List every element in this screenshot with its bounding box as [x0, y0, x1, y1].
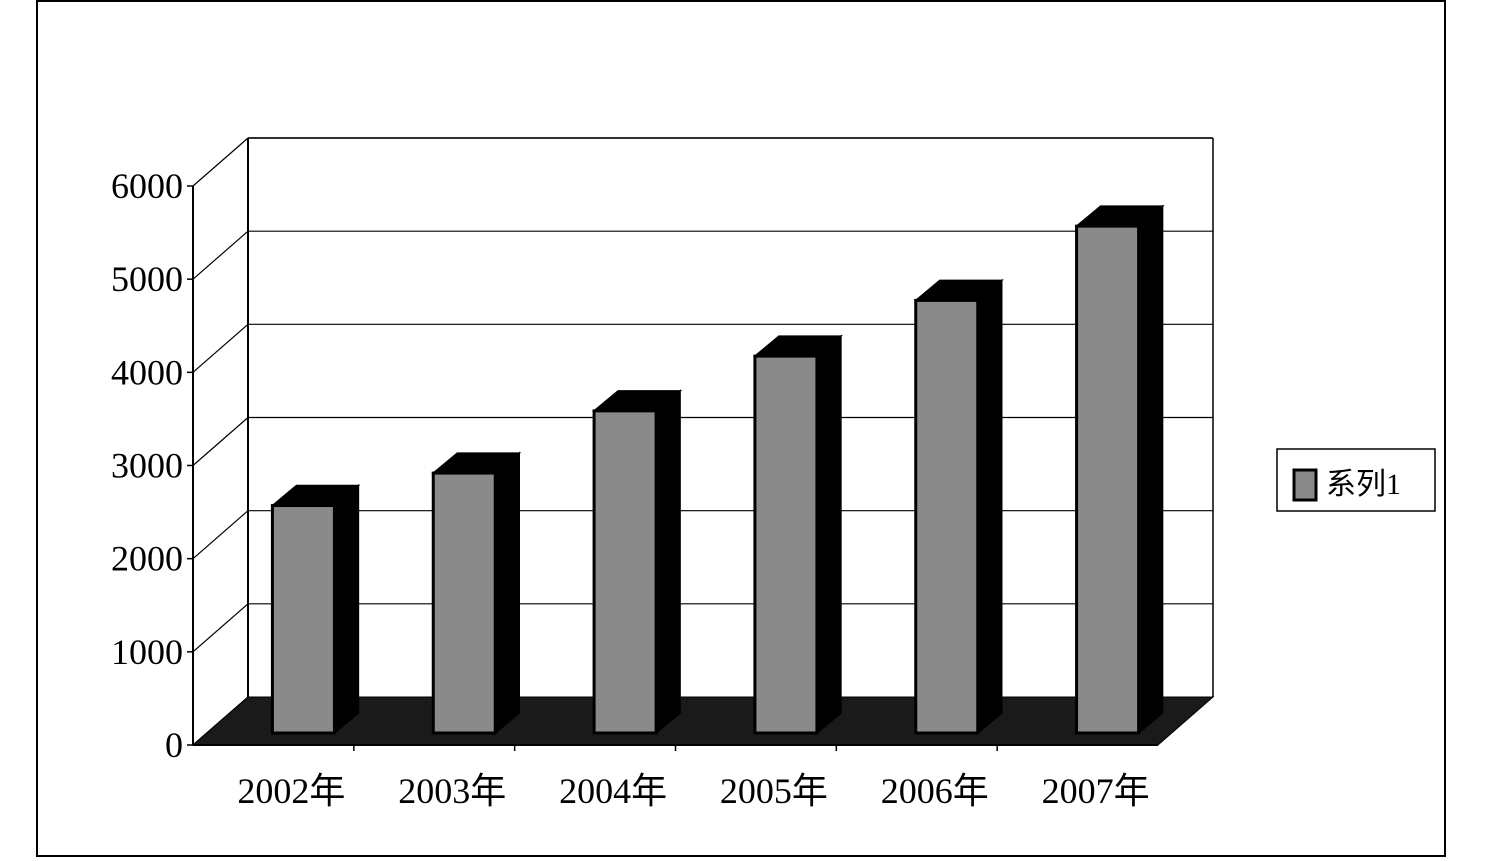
- bar-front-5: [914, 298, 980, 735]
- x-tick-label-6: 2007年: [1042, 771, 1150, 811]
- y-tick-label-4000: 4000: [111, 352, 183, 392]
- bar-3: [592, 389, 683, 735]
- x-tick-label-5: 2006年: [881, 771, 989, 811]
- bar-6: [1074, 204, 1165, 735]
- legend-label-series-1: 系列1: [1326, 468, 1401, 501]
- y-tick-label-2000: 2000: [111, 539, 183, 579]
- bar-side-3: [655, 389, 681, 735]
- y-tick-label-6000: 6000: [111, 166, 183, 206]
- y-tick-label-0: 0: [165, 725, 183, 765]
- y-tick-label-3000: 3000: [111, 446, 183, 486]
- bar-front-3: [592, 409, 658, 735]
- bar-side-4: [816, 334, 842, 735]
- axis-layer: 0 1000 2000 3000 4000 5000 6000 2002年 2003年 2004年…: [111, 166, 1158, 811]
- bar-1: [270, 483, 361, 735]
- bar-4: [752, 334, 843, 735]
- bar-side-6: [1137, 204, 1164, 735]
- bars-layer: [270, 204, 1165, 735]
- x-tick-label-4: 2005年: [720, 771, 828, 811]
- bar-front-1: [270, 504, 336, 735]
- legend: 系列1: [1276, 448, 1436, 512]
- bar-front-4: [753, 354, 819, 735]
- wall-gridline-2000: [192, 510, 249, 560]
- x-tick-label-3: 2004年: [559, 771, 667, 811]
- bar-5: [913, 278, 1004, 735]
- legend-swatch-series-1: [1292, 468, 1318, 502]
- wall-gridline-4000: [192, 323, 249, 373]
- wall-gridline-6000: [192, 137, 249, 187]
- bar-side-2: [494, 451, 520, 735]
- bar-2: [431, 451, 522, 735]
- x-tick-label-1: 2002年: [237, 771, 345, 811]
- x-tick-label-2: 2003年: [398, 771, 506, 811]
- y-tick-label-1000: 1000: [111, 632, 183, 672]
- bar-front-2: [431, 471, 497, 735]
- bar-side-5: [977, 278, 1003, 735]
- wall-gridline-1000: [192, 603, 249, 653]
- wall-gridline-5000: [192, 230, 249, 280]
- bar-front-6: [1075, 224, 1141, 735]
- bar-side-1: [333, 483, 360, 735]
- wall-gridline-3000: [192, 417, 249, 466]
- y-tick-label-5000: 5000: [111, 259, 183, 299]
